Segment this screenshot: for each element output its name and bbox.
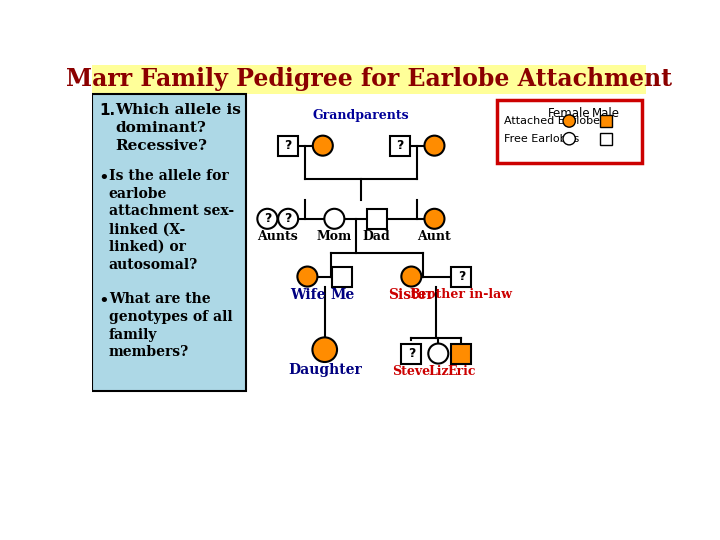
Text: 1.: 1. [99, 103, 116, 118]
Text: Sister: Sister [389, 288, 434, 302]
Ellipse shape [425, 136, 444, 156]
FancyBboxPatch shape [92, 94, 246, 390]
FancyBboxPatch shape [600, 115, 612, 127]
Text: Aunts: Aunts [257, 231, 298, 244]
Text: ?: ? [396, 139, 403, 152]
FancyBboxPatch shape [92, 65, 647, 94]
Text: Is the allele for
earlobe
attachment sex-
linked (X-
linked) or
autosomal?: Is the allele for earlobe attachment sex… [109, 168, 234, 272]
FancyBboxPatch shape [390, 136, 410, 156]
FancyBboxPatch shape [401, 343, 421, 363]
Text: Male: Male [592, 107, 620, 120]
Text: Dad: Dad [363, 231, 390, 244]
Ellipse shape [563, 132, 575, 145]
Text: What are the
genotypes of all
family
members?: What are the genotypes of all family mem… [109, 292, 233, 360]
Ellipse shape [401, 267, 421, 287]
Ellipse shape [312, 136, 333, 156]
Text: •: • [98, 168, 109, 187]
Ellipse shape [312, 338, 337, 362]
Text: ?: ? [458, 270, 465, 283]
FancyBboxPatch shape [451, 267, 472, 287]
FancyBboxPatch shape [600, 132, 612, 145]
Ellipse shape [563, 115, 575, 127]
Text: Which allele is
dominant?
Recessive?: Which allele is dominant? Recessive? [115, 103, 240, 153]
FancyBboxPatch shape [497, 100, 642, 164]
Ellipse shape [324, 209, 344, 229]
Text: Daughter: Daughter [288, 363, 361, 377]
Text: •: • [98, 292, 109, 310]
FancyBboxPatch shape [366, 209, 387, 229]
Text: Free Earlobes: Free Earlobes [504, 134, 579, 144]
Text: ?: ? [408, 347, 415, 360]
Text: ?: ? [284, 212, 292, 225]
FancyBboxPatch shape [332, 267, 352, 287]
Ellipse shape [428, 343, 449, 363]
FancyBboxPatch shape [451, 343, 472, 363]
Text: Brother in-law: Brother in-law [410, 288, 513, 301]
Text: Me: Me [330, 288, 354, 302]
Ellipse shape [257, 209, 277, 229]
Ellipse shape [425, 209, 444, 229]
Text: Marr Family Pedigree for Earlobe Attachment: Marr Family Pedigree for Earlobe Attachm… [66, 68, 672, 91]
Text: ?: ? [264, 212, 271, 225]
Text: Liz: Liz [428, 365, 449, 378]
Ellipse shape [278, 209, 298, 229]
Text: Attached Earlobes: Attached Earlobes [504, 116, 606, 126]
Text: Eric: Eric [447, 365, 476, 378]
FancyBboxPatch shape [278, 136, 298, 156]
Text: Female: Female [548, 107, 590, 120]
Text: Mom: Mom [317, 231, 352, 244]
Text: Aunt: Aunt [418, 231, 451, 244]
Text: Wife: Wife [289, 288, 325, 302]
Text: ?: ? [284, 139, 292, 152]
Ellipse shape [297, 267, 318, 287]
Text: Grandparents: Grandparents [313, 110, 410, 123]
Text: Steve: Steve [392, 365, 431, 378]
